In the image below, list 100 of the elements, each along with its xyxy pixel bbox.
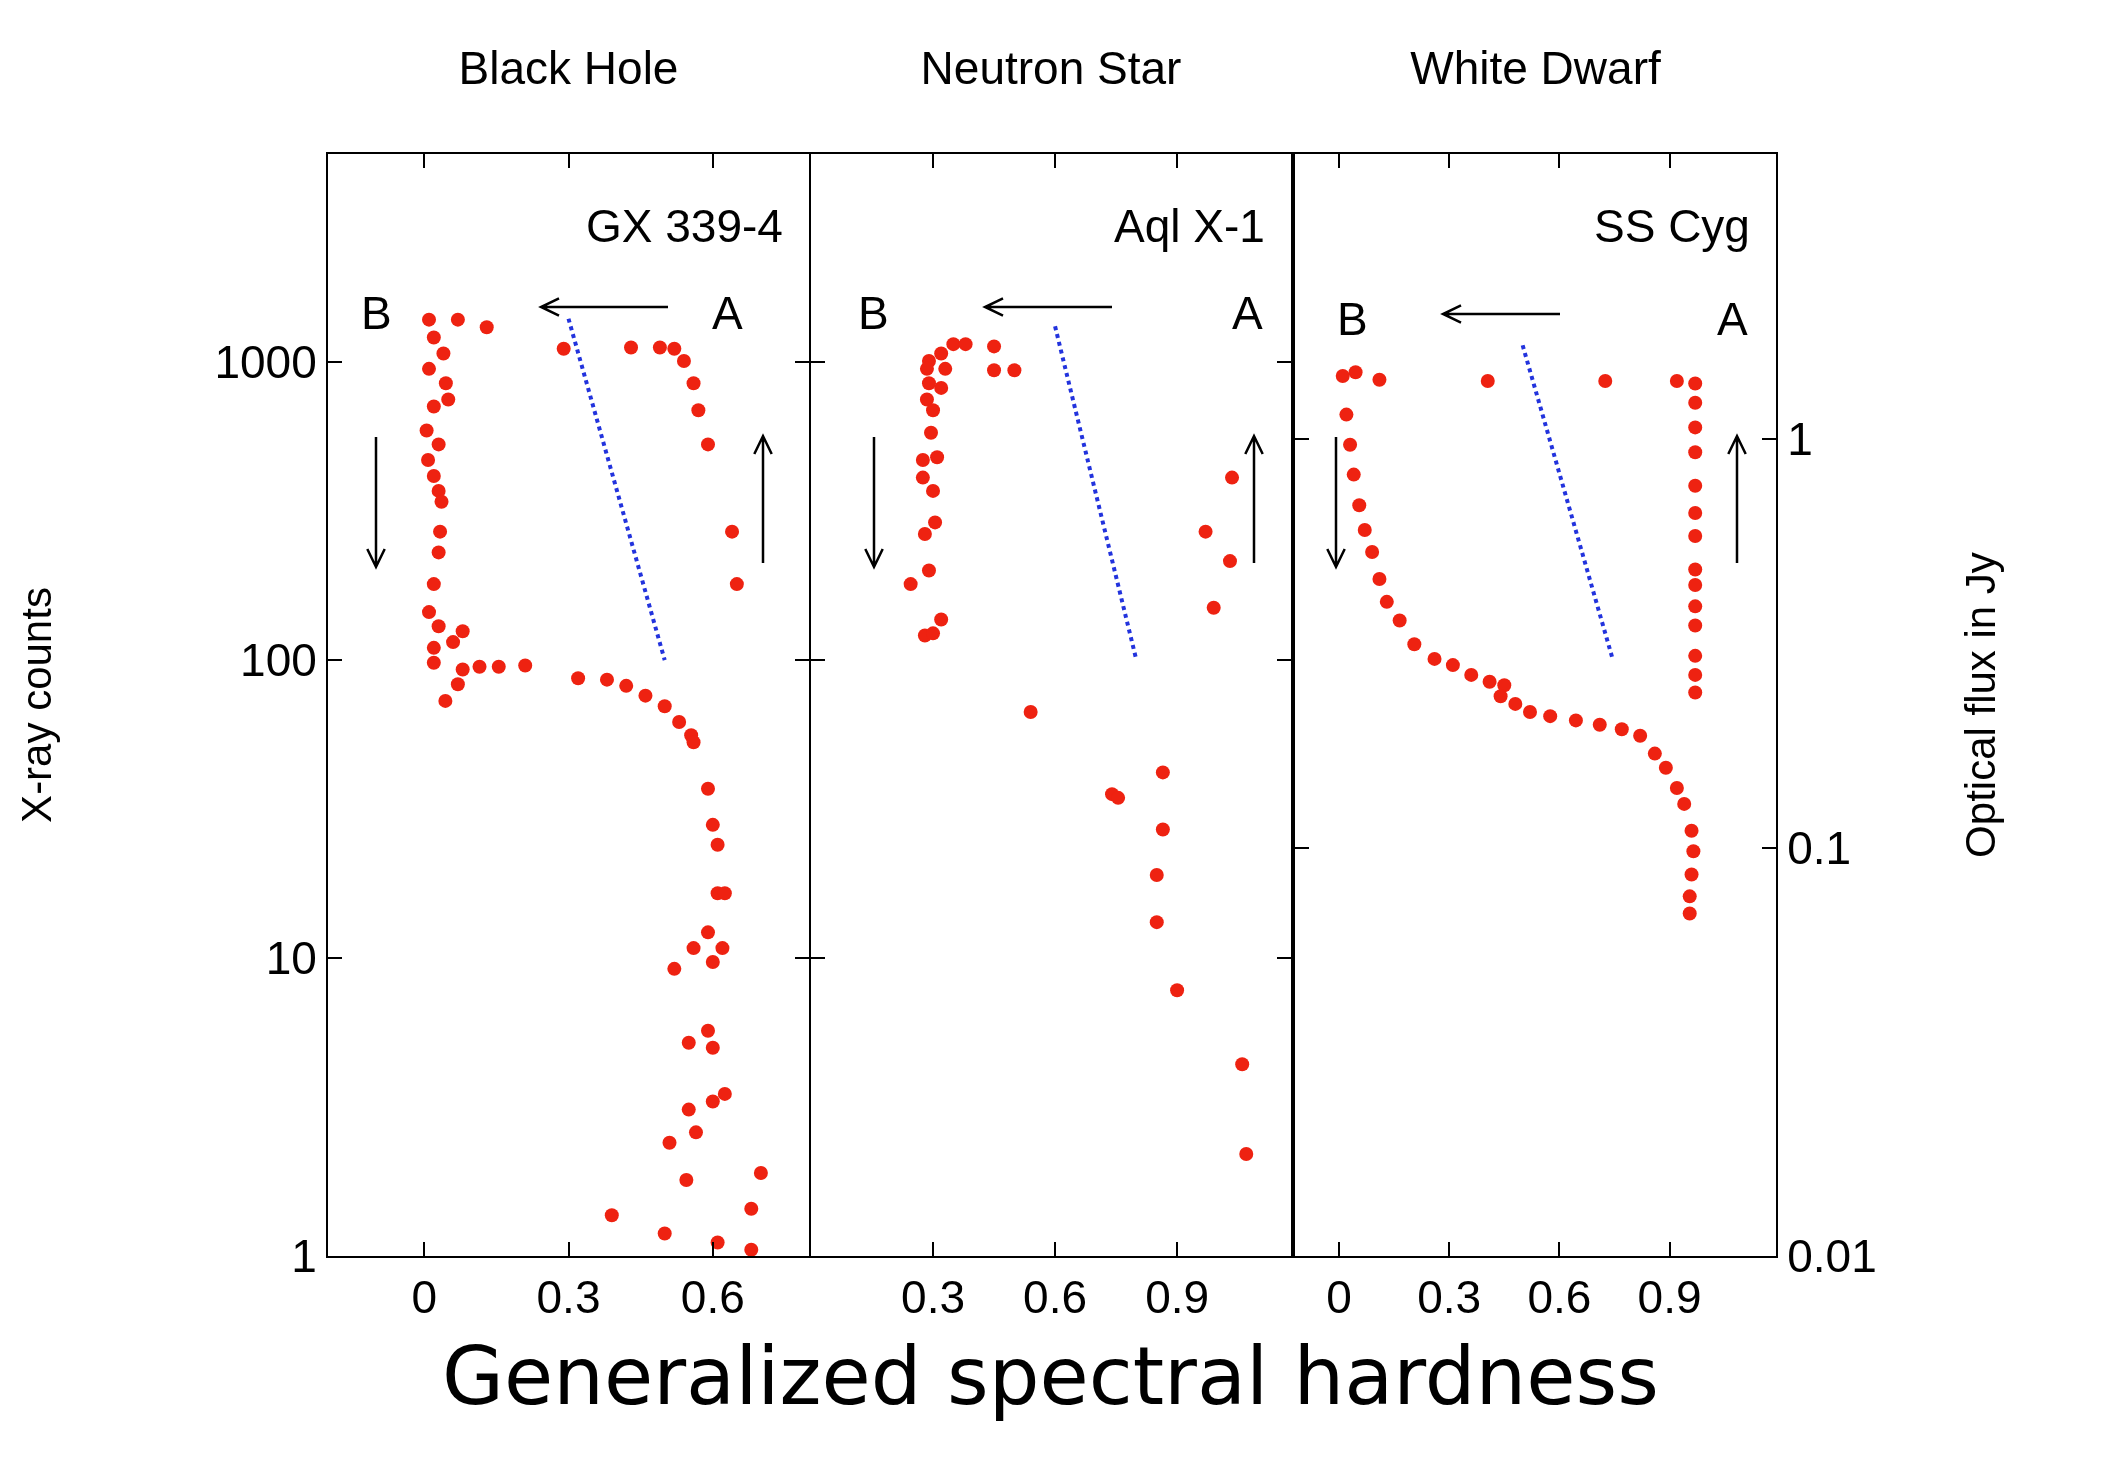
point — [915, 452, 930, 467]
x-tick-label: 0.6 — [1023, 1271, 1088, 1324]
point — [1686, 844, 1701, 859]
x-tick-label: 0.9 — [1637, 1271, 1702, 1324]
point — [1357, 522, 1372, 537]
annotation: B — [361, 287, 392, 339]
point — [1379, 594, 1394, 609]
point — [1688, 618, 1703, 633]
point — [1348, 365, 1363, 380]
point — [1688, 599, 1703, 614]
point — [1372, 372, 1387, 387]
chart-title: Neutron Star — [920, 42, 1182, 95]
point — [1598, 374, 1613, 388]
point — [946, 337, 961, 352]
annotation: B — [1337, 293, 1368, 345]
point — [1688, 528, 1703, 543]
chart-title: White Dwarf — [1410, 42, 1661, 95]
point — [917, 527, 932, 542]
point — [1155, 822, 1170, 837]
point — [903, 577, 918, 592]
point — [1480, 374, 1495, 388]
point — [934, 380, 949, 395]
point — [1669, 781, 1684, 796]
point — [1149, 915, 1164, 930]
point — [987, 363, 1002, 378]
point — [1682, 906, 1697, 921]
point — [934, 612, 949, 627]
point — [1335, 368, 1350, 383]
point — [1688, 577, 1703, 592]
x-tick-label: 0.9 — [1145, 1271, 1210, 1324]
y2-axis-title: Optical flux in Jy — [1957, 552, 2005, 858]
point — [1198, 524, 1213, 539]
point — [1445, 658, 1460, 673]
point — [919, 392, 934, 407]
point — [987, 339, 1002, 354]
point — [1170, 983, 1185, 998]
point — [919, 361, 934, 376]
point — [1464, 667, 1479, 682]
point — [926, 483, 941, 498]
y2-tick-label: 1 — [1787, 413, 1813, 466]
point — [1346, 467, 1361, 482]
point — [1568, 713, 1583, 728]
point — [1688, 478, 1703, 493]
point — [1508, 696, 1523, 711]
y-axis-title: X-ray counts — [12, 587, 60, 823]
point — [1669, 374, 1684, 388]
point — [1592, 717, 1607, 732]
point — [1339, 407, 1354, 422]
annotation: Aql X-1 — [1114, 200, 1265, 252]
annotation: B — [858, 287, 889, 339]
y2-tick-label: 0.1 — [1787, 821, 1852, 874]
annotation: SS Cyg — [1594, 200, 1750, 252]
y-tick-label: 100 — [240, 634, 317, 687]
annotation: A — [1717, 293, 1748, 345]
point — [1688, 376, 1703, 391]
point — [934, 346, 949, 361]
point — [1407, 637, 1422, 652]
point — [1523, 704, 1537, 719]
point — [1497, 678, 1512, 693]
x-tick-label: 0.3 — [1417, 1271, 1482, 1324]
point — [1111, 790, 1126, 805]
point — [938, 361, 953, 376]
point — [930, 450, 945, 465]
point — [1543, 709, 1558, 724]
point — [928, 515, 943, 530]
point — [926, 403, 941, 418]
annotation: A — [1232, 287, 1263, 339]
point — [1682, 889, 1697, 904]
point — [1647, 746, 1662, 761]
point — [926, 626, 941, 641]
x-tick-label: 0.3 — [901, 1271, 966, 1324]
point — [1392, 613, 1407, 628]
point — [921, 563, 936, 578]
point — [1007, 363, 1022, 378]
point — [921, 376, 936, 391]
chart-title: Black Hole — [458, 42, 679, 95]
point — [915, 470, 930, 485]
x-axis-title: Generalized spectral hardness — [441, 1330, 1660, 1423]
point — [1239, 1146, 1254, 1161]
point — [1372, 572, 1387, 587]
point — [924, 425, 938, 440]
point — [1206, 600, 1221, 615]
point — [1614, 722, 1629, 737]
point — [958, 337, 973, 352]
point — [1688, 445, 1703, 460]
x-tick-label: 0 — [411, 1271, 437, 1324]
annotation: A — [712, 287, 743, 339]
point — [1343, 437, 1358, 452]
annotation: GX 339-4 — [586, 200, 783, 252]
point — [1688, 420, 1703, 435]
point — [1482, 674, 1497, 689]
x-tick-label: 0.6 — [680, 1271, 745, 1324]
y-tick-label: 1 — [291, 1230, 317, 1283]
y2-tick-label: 0.01 — [1787, 1230, 1877, 1283]
point — [1352, 498, 1367, 513]
x-tick-label: 0.3 — [536, 1271, 601, 1324]
point — [1688, 506, 1703, 521]
point — [1225, 470, 1240, 485]
point — [1677, 796, 1692, 811]
point — [1023, 704, 1038, 719]
